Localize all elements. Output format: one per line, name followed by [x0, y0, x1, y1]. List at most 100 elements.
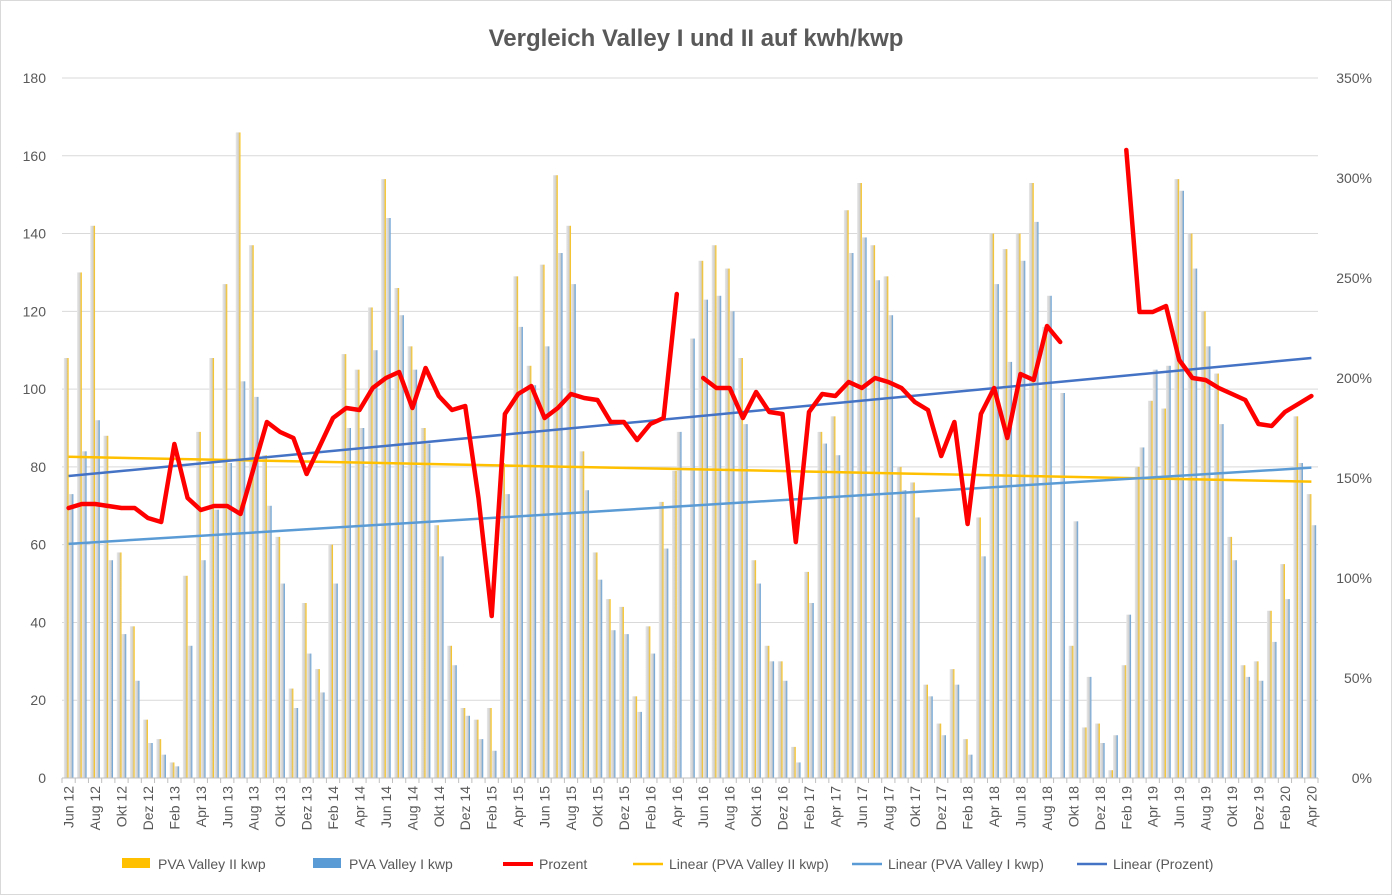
- bar-valley-ii: [394, 288, 400, 778]
- bar-valley-i: [1245, 676, 1251, 778]
- y-tick-label: 0: [38, 770, 46, 786]
- bar-valley-i: [584, 490, 589, 778]
- bar-valley-ii: [1266, 610, 1272, 778]
- bar-valley-ii: [63, 358, 69, 778]
- bar-valley-i: [68, 494, 74, 778]
- bar-valley-ii: [592, 552, 598, 778]
- bar-valley-i: [597, 579, 603, 778]
- bar-valley-ii: [870, 245, 876, 778]
- x-tick-label: Aug 13: [246, 786, 262, 831]
- bar-valley-ii: [1306, 494, 1312, 778]
- bar-valley-ii: [315, 669, 320, 778]
- bar-valley-i: [81, 451, 87, 778]
- bar-valley-i: [676, 431, 682, 778]
- bar-valley-ii: [196, 431, 201, 778]
- bar-valley-i: [954, 684, 960, 778]
- bar-valley-ii: [1187, 233, 1193, 779]
- x-tick-label: Apr 18: [986, 786, 1002, 827]
- bar-valley-ii: [936, 723, 942, 778]
- bar-valley-i: [1271, 641, 1277, 778]
- bar-valley-ii: [513, 276, 519, 778]
- bar-valley-ii: [539, 264, 545, 779]
- bar-valley-i: [1020, 260, 1026, 778]
- bar-valley-ii: [77, 272, 82, 778]
- bar-valley-i: [1258, 680, 1264, 778]
- bar-valley-ii: [738, 358, 743, 778]
- bar-valley-ii: [672, 470, 677, 778]
- prozent-line: [700, 323, 1063, 545]
- x-tick-label: Apr 14: [351, 786, 367, 827]
- bar-valley-i: [571, 284, 576, 778]
- x-tick-label: Jun 13: [219, 786, 235, 828]
- x-tick-label: Feb 13: [166, 786, 182, 830]
- bar-valley-ii: [341, 354, 347, 778]
- legend-label: Linear (PVA Valley I kwp): [888, 856, 1044, 872]
- bar-valley-i: [927, 696, 933, 778]
- y2-tick-label: 200%: [1336, 370, 1372, 386]
- x-tick-label: Apr 19: [1145, 786, 1161, 827]
- bar-valley-ii: [1095, 723, 1100, 778]
- bar-valley-i: [756, 583, 761, 778]
- x-tick-label: Dez 19: [1251, 786, 1267, 831]
- bar-valley-i: [901, 490, 907, 778]
- x-tick-label: Okt 19: [1224, 786, 1240, 827]
- x-tick-label: Okt 13: [272, 786, 288, 827]
- bar-valley-ii: [1028, 183, 1034, 778]
- bar-valley-ii: [129, 626, 135, 778]
- y2-tick-label: 50%: [1344, 670, 1372, 686]
- x-tick-label: Apr 17: [827, 786, 843, 827]
- bar-valley-i: [729, 311, 735, 778]
- bar-valley-ii: [262, 455, 267, 778]
- y-tick-label: 160: [23, 148, 47, 164]
- bar-valley-i: [795, 762, 801, 778]
- x-tick-label: Feb 17: [801, 786, 817, 830]
- bar-valley-i: [1232, 560, 1237, 778]
- y2-tick-label: 100%: [1336, 570, 1372, 586]
- bar-valley-ii: [354, 369, 360, 778]
- prozent-line: [1124, 147, 1314, 429]
- bar-valley-i: [385, 218, 391, 778]
- bar-valley-ii: [1015, 233, 1021, 779]
- bar-valley-ii: [169, 762, 175, 778]
- bar-valley-i: [108, 560, 114, 778]
- chart-title: Vergleich Valley I und II auf kwh/kwp: [489, 25, 904, 52]
- bar-valley-i: [306, 653, 312, 778]
- bar-valley-ii: [209, 358, 215, 778]
- y2-tick-label: 300%: [1336, 170, 1372, 186]
- bar-valley-ii: [116, 552, 122, 778]
- bar-valley-i: [557, 253, 563, 778]
- bar-valley-ii: [288, 688, 294, 778]
- bar-valley-ii: [182, 575, 188, 778]
- x-tick-label: Dez 17: [933, 786, 949, 831]
- bar-valley-i: [253, 396, 259, 778]
- bar-valley-i: [359, 428, 365, 778]
- bar-valley-i: [134, 680, 140, 778]
- bar-valley-i: [174, 766, 180, 778]
- bar-valley-ii: [605, 599, 611, 778]
- x-tick-label: Jun 16: [695, 786, 711, 828]
- bar-valley-i: [1139, 447, 1145, 778]
- bar-valley-i: [95, 420, 100, 778]
- bar-valley-ii: [235, 132, 241, 778]
- y-tick-label: 80: [30, 459, 46, 475]
- trendline: [68, 466, 1312, 546]
- x-tick-label: Jun 19: [1171, 786, 1187, 828]
- bar-valley-i: [161, 754, 166, 778]
- bar-valley-ii: [857, 183, 862, 778]
- x-tick-label: Okt 14: [431, 786, 447, 827]
- bar-valley-i: [200, 560, 206, 778]
- y-tick-label: 120: [23, 303, 47, 319]
- bar-valley-i: [742, 424, 748, 778]
- y-tick-label: 40: [30, 614, 46, 630]
- bar-valley-i: [425, 443, 431, 778]
- y2-tick-label: 150%: [1336, 470, 1372, 486]
- bar-valley-ii: [367, 307, 373, 778]
- bar-valley-ii: [619, 606, 624, 778]
- x-tick-label: Jun 15: [537, 786, 553, 828]
- bar-valley-ii: [143, 719, 148, 778]
- bar-valley-ii: [103, 435, 109, 778]
- x-tick-label: Okt 17: [907, 786, 923, 827]
- x-axis: Jun 12 Aug 12 Okt 12 Dez 12 Feb 13 Apr 13 Jun …: [61, 777, 1319, 831]
- y-tick-label: 20: [30, 692, 46, 708]
